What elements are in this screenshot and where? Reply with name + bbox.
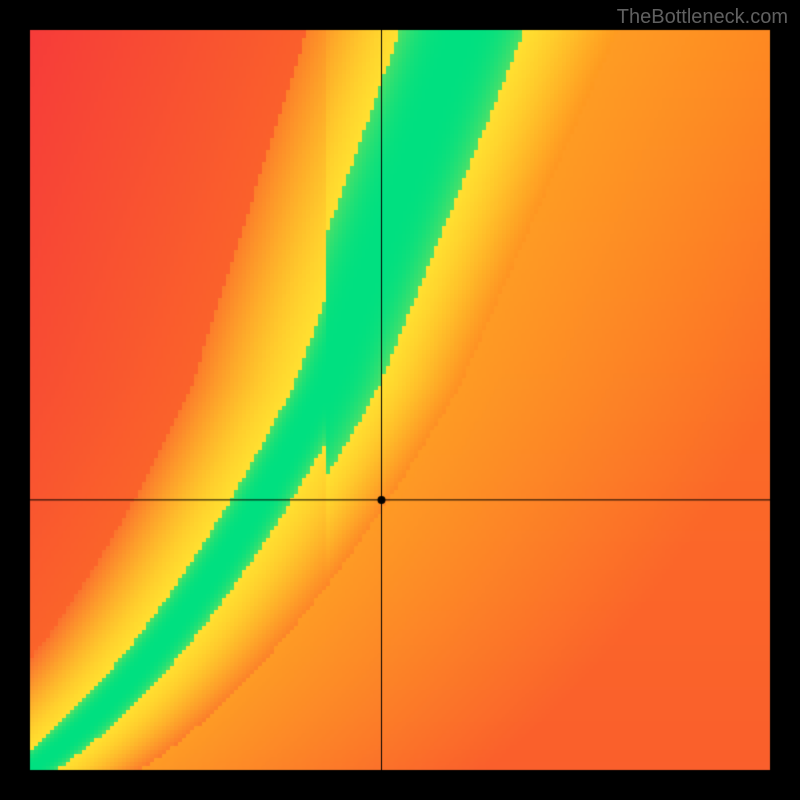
bottleneck-heatmap — [0, 0, 800, 800]
chart-container: TheBottleneck.com — [0, 0, 800, 800]
watermark-text: TheBottleneck.com — [617, 6, 788, 29]
